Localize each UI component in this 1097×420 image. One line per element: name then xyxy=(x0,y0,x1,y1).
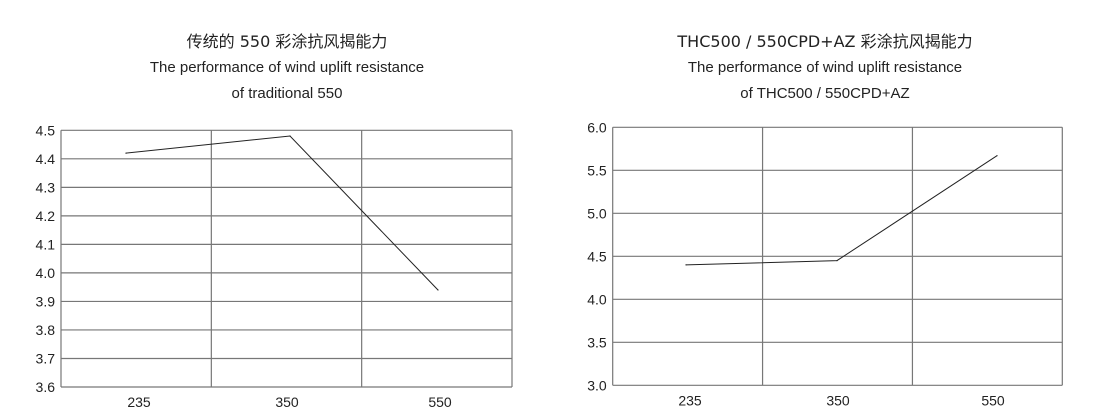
right-xtick-label: 550 xyxy=(981,392,1005,408)
right-title-en-1: The performance of wind uplift resistanc… xyxy=(687,59,963,76)
right-title-en-2: of THC500 / 550CPD+AZ xyxy=(740,85,910,102)
right-series-line xyxy=(685,155,998,266)
left-ytick-label: 4.0 xyxy=(36,265,56,281)
right-ytick-label: 3.0 xyxy=(587,377,607,393)
left-ytick-label: 3.8 xyxy=(36,322,56,338)
left-title-cn: 传统的 550 彩涂抗风揭能力 xyxy=(186,32,388,51)
right-ytick-label: 5.0 xyxy=(587,205,607,221)
left-title-en-2: of traditional 550 xyxy=(231,85,343,102)
left-chart-title: 传统的 550 彩涂抗风揭能力 The performance of wind … xyxy=(37,32,537,104)
left-ytick-label: 4.5 xyxy=(36,122,56,138)
left-data-point xyxy=(289,135,291,137)
right-data-point xyxy=(996,155,998,157)
right-ytick-label: 3.5 xyxy=(587,334,607,350)
left-data-point xyxy=(437,289,439,291)
right-chart-title: THC500 / 550CPD+AZ 彩涂抗风揭能力 The performan… xyxy=(575,32,1075,104)
left-ytick-label: 4.4 xyxy=(36,151,56,167)
left-xtick-label: 550 xyxy=(428,394,452,410)
right-data-point xyxy=(836,260,838,262)
left-ytick-label: 3.6 xyxy=(36,379,56,395)
left-title-en-1: The performance of wind uplift resistanc… xyxy=(149,59,425,76)
right-ytick-label: 5.5 xyxy=(587,162,607,178)
right-xtick-label: 235 xyxy=(678,392,702,408)
left-data-point xyxy=(125,152,127,154)
left-ytick-label: 4.1 xyxy=(36,236,56,252)
right-title-cn: THC500 / 550CPD+AZ 彩涂抗风揭能力 xyxy=(677,32,973,51)
left-ytick-label: 4.3 xyxy=(36,179,56,195)
left-ytick-label: 4.2 xyxy=(36,208,56,224)
left-ytick-label: 3.7 xyxy=(36,350,56,366)
right-ytick-label: 4.0 xyxy=(587,291,607,307)
left-xtick-label: 235 xyxy=(127,394,151,410)
left-xtick-label: 350 xyxy=(275,394,299,410)
left-ytick-label: 3.9 xyxy=(36,293,56,309)
right-ytick-label: 6.0 xyxy=(587,119,607,135)
right-xtick-label: 350 xyxy=(826,392,850,408)
right-ytick-label: 4.5 xyxy=(587,248,607,264)
right-data-point xyxy=(685,264,687,266)
